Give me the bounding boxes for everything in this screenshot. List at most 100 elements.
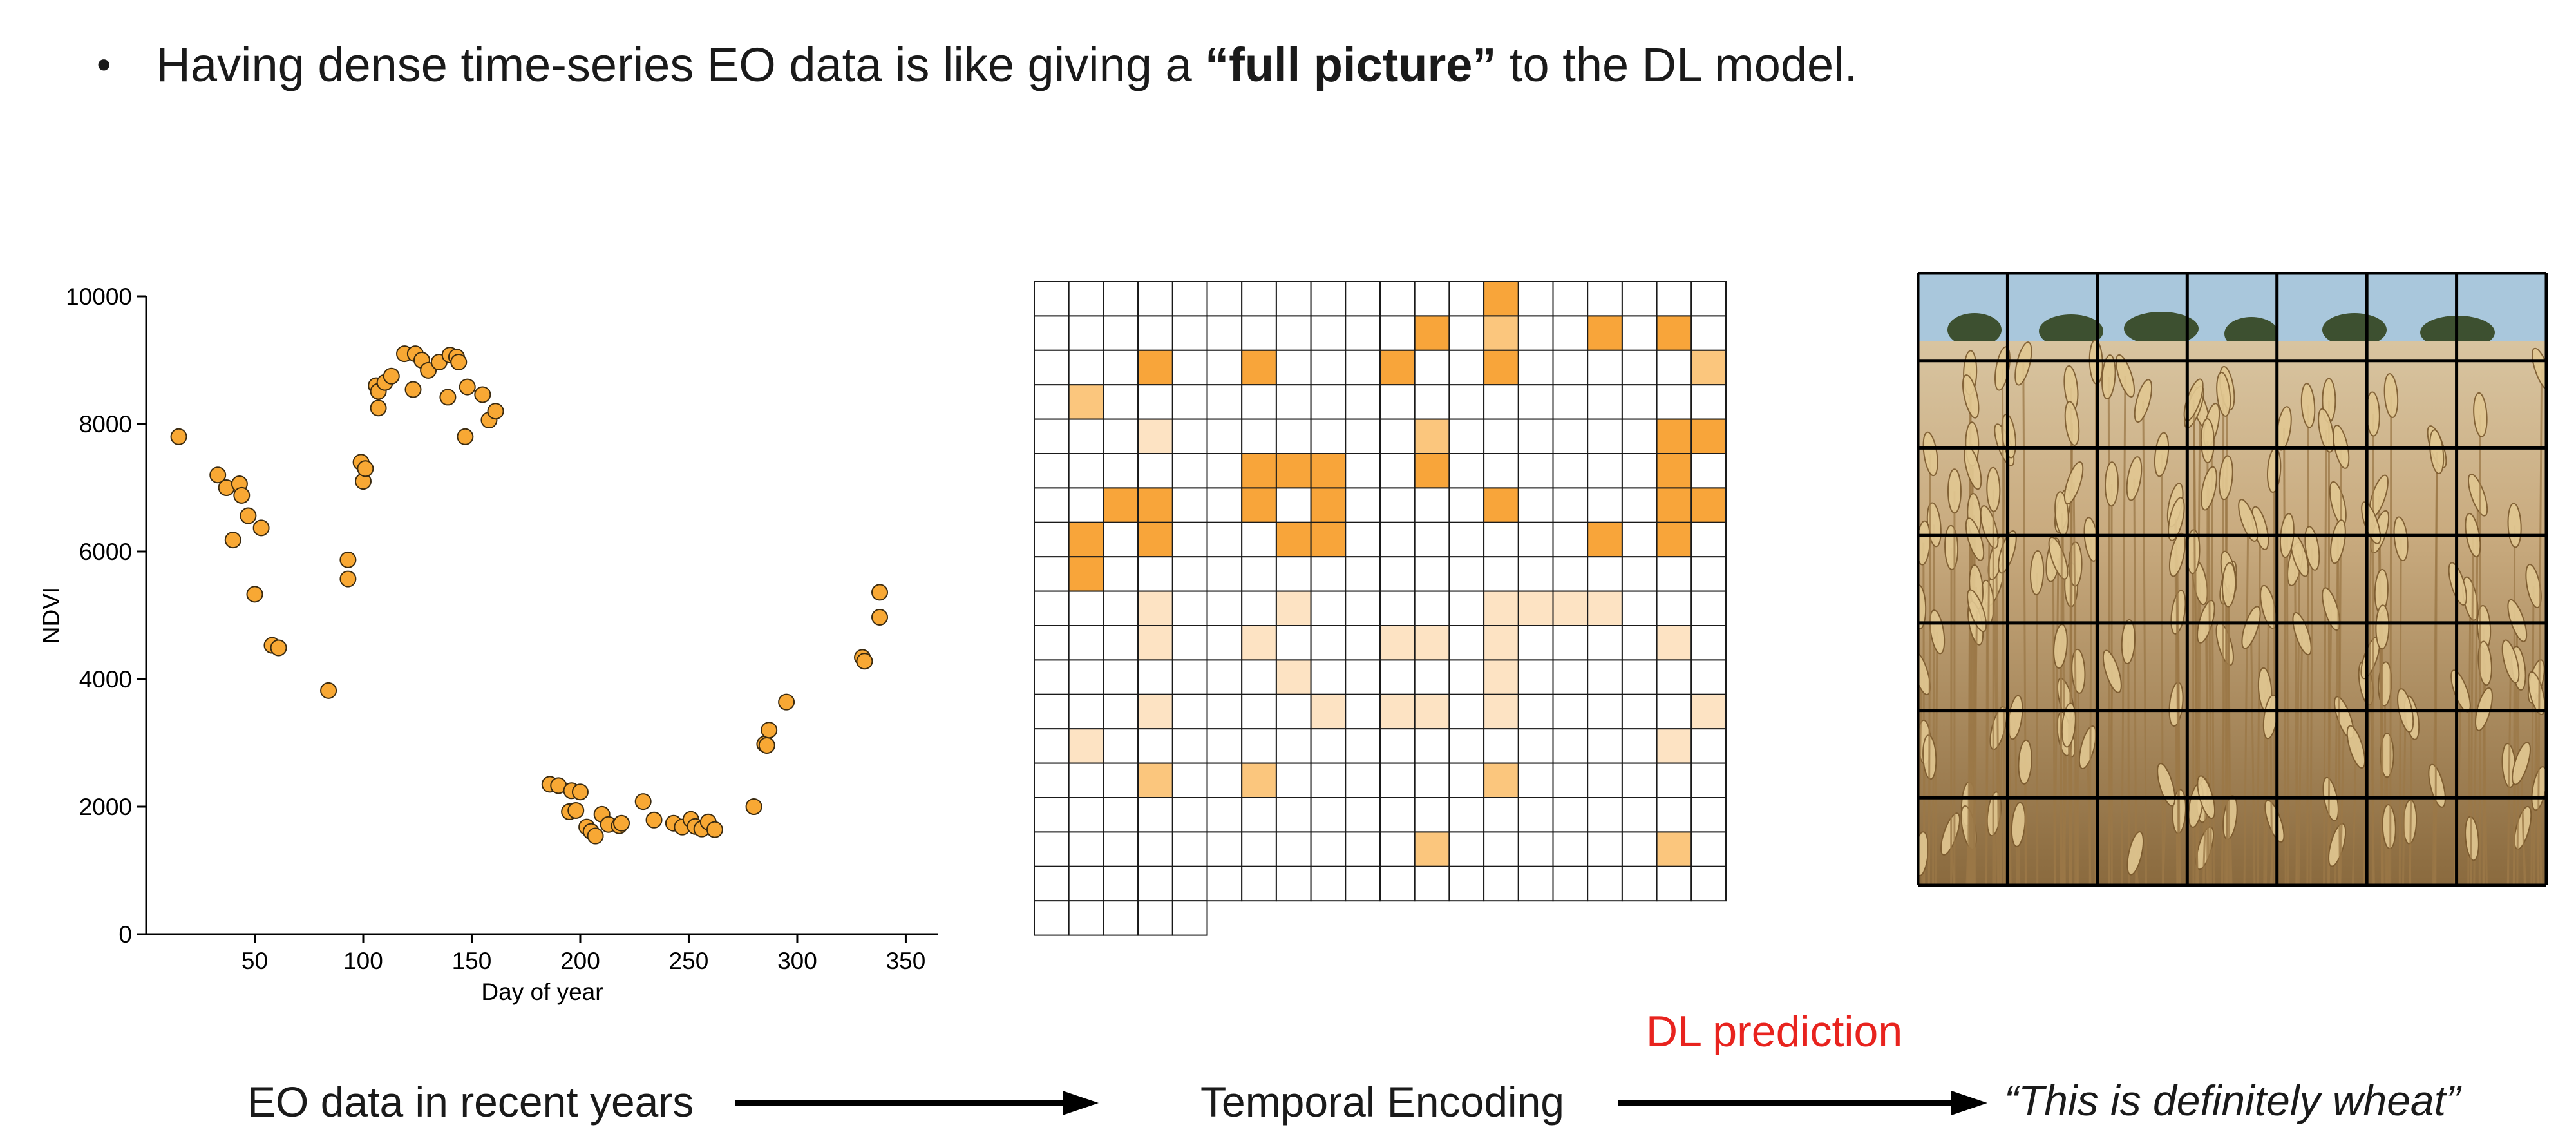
wheat-stalk (2142, 401, 2147, 885)
grid-cell (1414, 693, 1450, 730)
data-point (871, 584, 889, 601)
grid-cell (1034, 418, 1070, 454)
grid-cell (1241, 521, 1277, 558)
grid-cell (1656, 762, 1692, 798)
grid-cell (1448, 590, 1485, 626)
grid-cell (1379, 693, 1416, 730)
grid-cell (1656, 453, 1692, 489)
grid-cell (1414, 556, 1450, 592)
grid-cell (1448, 556, 1485, 592)
grid-cell (1068, 900, 1104, 936)
grid-cell (1483, 315, 1519, 351)
header-bullet: • Having dense time-series EO data is li… (97, 26, 1857, 103)
grid-cell (1103, 487, 1139, 523)
grid-cell (1621, 590, 1658, 626)
data-point (459, 378, 476, 396)
grid-cell (1103, 728, 1139, 764)
grid-cell (1483, 762, 1519, 798)
wheat-ear (2393, 516, 2409, 562)
x-axis-label: Day of year (481, 979, 603, 1005)
wheat-ear (2346, 725, 2366, 769)
grid-cell (1241, 728, 1277, 764)
wheat-stalk (2506, 661, 2512, 885)
grid-cell (1483, 281, 1519, 317)
y-tick-label: 2000 (79, 794, 132, 820)
grid-cell (1448, 693, 1485, 730)
grid-cell (1690, 865, 1727, 902)
grid-cell (1034, 659, 1070, 695)
wheat-stalk (2520, 763, 2526, 885)
data-point (170, 428, 187, 445)
wheat-stalk (2014, 717, 2018, 885)
wheat-stalk (2323, 430, 2327, 885)
grid-cell (1345, 487, 1381, 523)
grid-cell (1414, 487, 1450, 523)
x-tick-label: 250 (669, 948, 709, 974)
grid-cell (1034, 315, 1070, 351)
grid-cell (1587, 728, 1623, 764)
wheat-stalk (2108, 671, 2114, 885)
wheat-ear (2264, 800, 2285, 843)
grid-cell (1034, 281, 1070, 317)
grid-cell (1171, 349, 1208, 386)
wheat-ear (2375, 604, 2390, 650)
wheat-stalk (2297, 633, 2304, 885)
wheat-ear (2078, 725, 2097, 770)
grid-cell (1621, 865, 1658, 902)
grid-cell (1275, 590, 1312, 626)
grid-cell (1103, 349, 1139, 386)
grid-cell (1171, 521, 1208, 558)
data-point (745, 798, 762, 815)
grid-cell (1517, 349, 1554, 386)
grid-cell (1171, 728, 1208, 764)
grid-cell (1103, 659, 1139, 695)
grid-cell (1206, 281, 1243, 317)
grid-cell (1137, 281, 1173, 317)
wheat-stalk (2339, 717, 2345, 885)
grid-cell (1034, 900, 1070, 936)
wheat-ear (2429, 429, 2445, 474)
grid-cell (1690, 762, 1727, 798)
grid-cell (1206, 865, 1243, 902)
grid-cell (1345, 453, 1381, 489)
grid-cell (1656, 384, 1692, 420)
grid-cell (1103, 762, 1139, 798)
grid-cell (1656, 349, 1692, 386)
wheat-ear (2064, 401, 2080, 446)
grid-cell (1552, 590, 1589, 626)
data-point (474, 386, 491, 403)
grid-cell (1034, 487, 1070, 523)
wheat-ear (1962, 374, 1980, 419)
wheat-ear (2168, 532, 2186, 577)
grid-cell (1068, 831, 1104, 867)
wheat-ear (1965, 517, 1985, 561)
step-eo-data-label: EO data in recent years (247, 1078, 694, 1126)
grid-cell (1068, 384, 1104, 420)
wheat-stalk (2434, 452, 2438, 885)
data-point (450, 353, 468, 370)
grid-cell (1517, 762, 1554, 798)
grid-cell (1171, 384, 1208, 420)
grid-cell (1103, 831, 1139, 867)
grid-cell (1310, 865, 1347, 902)
grid-cell (1137, 728, 1173, 764)
wheat-stalk (2059, 646, 2063, 885)
grid-cell (1448, 865, 1485, 902)
grid-cell (1310, 281, 1347, 317)
grid-cell (1345, 556, 1381, 592)
wheat-ear (2477, 640, 2492, 686)
tree (2322, 313, 2387, 347)
grid-cell (1034, 349, 1070, 386)
grid-cell (1587, 453, 1623, 489)
grid-cell (1483, 659, 1519, 695)
grid-cell (1552, 281, 1589, 317)
data-point (439, 389, 457, 406)
grid-cell (1241, 349, 1277, 386)
wheat-ear (2200, 418, 2215, 464)
wheat-ear (2126, 831, 2144, 876)
grid-cell (1171, 831, 1208, 867)
grid-cell (1448, 659, 1485, 695)
grid-cell (1379, 521, 1416, 558)
grid-cell (1621, 418, 1658, 454)
grid-cell (1414, 728, 1450, 764)
